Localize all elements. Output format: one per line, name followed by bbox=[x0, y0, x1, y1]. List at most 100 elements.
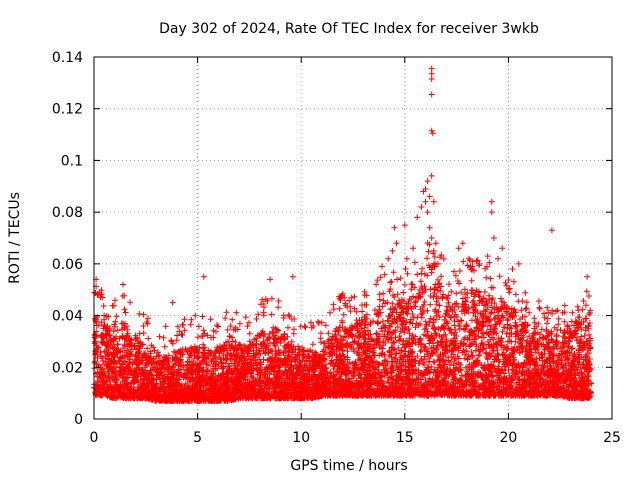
data-point bbox=[376, 296, 383, 303]
data-point bbox=[217, 356, 224, 363]
data-point bbox=[409, 311, 416, 317]
data-point bbox=[114, 327, 121, 334]
data-point bbox=[418, 270, 425, 277]
data-point bbox=[121, 306, 128, 313]
data-point bbox=[466, 257, 473, 264]
data-point bbox=[199, 313, 206, 320]
data-point bbox=[161, 343, 168, 350]
data-point bbox=[136, 310, 143, 317]
data-points bbox=[91, 65, 595, 404]
data-point bbox=[140, 323, 147, 329]
data-point bbox=[181, 327, 188, 334]
data-point bbox=[473, 258, 480, 264]
data-point bbox=[460, 258, 467, 265]
data-point bbox=[578, 326, 585, 333]
data-point bbox=[536, 305, 543, 312]
data-point bbox=[575, 307, 582, 314]
data-point bbox=[438, 273, 445, 280]
data-point bbox=[434, 276, 441, 283]
data-point bbox=[489, 347, 496, 354]
data-point bbox=[394, 324, 401, 330]
data-point bbox=[200, 327, 207, 334]
data-point bbox=[236, 320, 243, 327]
data-point bbox=[260, 312, 267, 319]
data-point bbox=[336, 305, 343, 312]
data-point bbox=[127, 299, 134, 306]
data-point bbox=[414, 271, 421, 278]
data-point bbox=[222, 315, 229, 322]
data-point bbox=[579, 306, 586, 313]
data-point bbox=[233, 309, 240, 316]
data-point bbox=[427, 301, 434, 308]
data-point bbox=[583, 302, 589, 309]
data-point bbox=[505, 277, 512, 283]
data-point bbox=[417, 278, 424, 285]
data-point bbox=[451, 268, 457, 275]
data-point bbox=[419, 265, 426, 272]
data-point bbox=[531, 319, 538, 326]
data-point bbox=[390, 269, 397, 276]
data-point bbox=[491, 315, 498, 322]
data-point bbox=[145, 315, 151, 322]
data-point bbox=[374, 277, 381, 284]
data-point bbox=[446, 281, 452, 288]
data-point bbox=[113, 313, 120, 320]
data-point bbox=[448, 288, 455, 295]
data-point bbox=[204, 332, 211, 339]
data-point bbox=[229, 316, 236, 323]
data-point bbox=[497, 295, 504, 302]
data-point bbox=[214, 322, 220, 329]
data-point bbox=[401, 281, 408, 288]
data-point bbox=[302, 324, 309, 331]
data-point bbox=[351, 293, 358, 300]
data-point bbox=[536, 304, 543, 311]
data-point bbox=[580, 298, 587, 304]
data-point bbox=[373, 281, 380, 288]
data-point bbox=[496, 273, 503, 280]
data-point bbox=[586, 331, 593, 338]
data-point bbox=[224, 326, 231, 333]
data-point bbox=[244, 323, 251, 330]
data-point bbox=[544, 320, 550, 327]
data-point bbox=[195, 334, 201, 341]
data-point bbox=[380, 290, 387, 297]
data-point bbox=[387, 279, 394, 286]
data-point bbox=[145, 335, 152, 342]
data-point bbox=[411, 259, 418, 266]
data-point bbox=[318, 339, 324, 346]
data-point bbox=[290, 330, 297, 337]
data-point bbox=[456, 268, 463, 274]
data-point bbox=[424, 255, 430, 262]
data-point bbox=[535, 298, 542, 305]
data-point bbox=[575, 355, 582, 361]
data-point bbox=[246, 330, 253, 337]
data-point bbox=[246, 319, 252, 326]
data-point bbox=[346, 297, 353, 304]
data-point bbox=[334, 362, 341, 369]
data-point bbox=[518, 307, 525, 314]
data-point bbox=[160, 334, 167, 341]
data-point bbox=[522, 305, 529, 312]
data-point bbox=[112, 318, 119, 325]
data-point bbox=[373, 330, 380, 337]
data-point bbox=[427, 293, 434, 299]
data-point bbox=[406, 319, 413, 326]
data-point bbox=[187, 321, 194, 328]
data-point bbox=[227, 323, 234, 329]
data-point bbox=[522, 289, 529, 296]
data-point bbox=[327, 309, 333, 316]
data-point bbox=[207, 316, 214, 323]
data-point bbox=[431, 254, 438, 260]
data-point bbox=[181, 316, 188, 323]
data-point bbox=[487, 322, 494, 329]
data-point bbox=[510, 278, 517, 285]
data-point bbox=[512, 291, 519, 298]
grid bbox=[94, 57, 612, 419]
data-point bbox=[581, 332, 588, 339]
data-point bbox=[569, 309, 576, 316]
data-point bbox=[486, 259, 493, 266]
data-point bbox=[379, 318, 386, 325]
data-point bbox=[288, 338, 295, 345]
data-point bbox=[544, 304, 551, 311]
